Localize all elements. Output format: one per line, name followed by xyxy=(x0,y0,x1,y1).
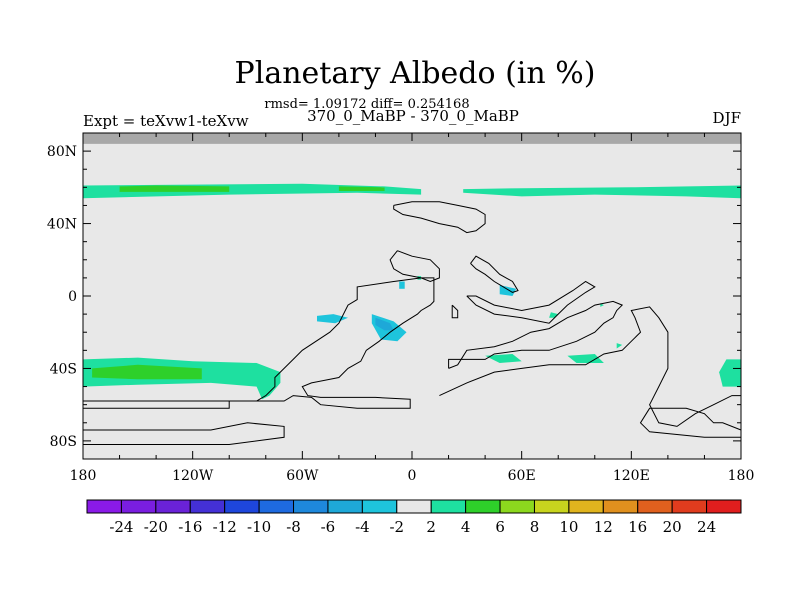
contour-region-10 xyxy=(616,343,623,349)
colorbar-box xyxy=(258,499,295,514)
colorbar-label: -20 xyxy=(144,518,168,536)
colorbar-box xyxy=(465,499,501,514)
season-label: DJF xyxy=(713,109,741,127)
y-axis: 80N 40N 0 40S 80S xyxy=(47,144,741,450)
colorbar: -24 -20 -16 -12 -10 -8 -6 -4 -2 2 4 6 8 10 12 16 20 24 xyxy=(86,499,742,536)
colorbar-box xyxy=(361,499,398,514)
colorbar-box xyxy=(189,499,226,514)
colorbar-label: -4 xyxy=(355,518,370,536)
colorbar-box xyxy=(637,499,673,514)
x-tick-label: 180 xyxy=(728,468,755,484)
colorbar-box xyxy=(533,499,570,514)
colorbar-box xyxy=(155,499,191,514)
colorbar-box xyxy=(86,499,122,514)
experiment-label: Expt = teXvw1-teXvw xyxy=(83,112,249,130)
colorbar-box xyxy=(706,499,742,514)
x-axis: 180 120W 60W 0 60E 120E 180 xyxy=(70,133,755,484)
x-tick-label: 60E xyxy=(508,468,536,484)
colorbar-box xyxy=(602,499,639,514)
coastline-5 xyxy=(448,300,624,369)
colorbar-label: 6 xyxy=(495,518,505,536)
x-tick-label: 120E xyxy=(613,468,650,484)
y-tick-label: 40S xyxy=(50,361,77,377)
colorbar-label: -10 xyxy=(247,518,271,536)
colorbar-label: -2 xyxy=(389,518,404,536)
colorbar-box xyxy=(568,499,604,514)
colorbar-label: 24 xyxy=(697,518,716,536)
colorbar-box xyxy=(224,499,260,514)
colorbar-label: -8 xyxy=(286,518,301,536)
contour-region-5 xyxy=(92,364,202,380)
colorbar-box xyxy=(430,499,467,514)
x-tick-label: 0 xyxy=(408,468,417,484)
contour-region-2 xyxy=(119,185,230,192)
colorbar-label: -24 xyxy=(109,518,133,536)
x-tick-label: 60W xyxy=(286,468,319,484)
coastline-6 xyxy=(466,280,596,324)
colorbar-label: 4 xyxy=(461,518,471,536)
colorbar-box xyxy=(671,499,708,514)
contour-region-1 xyxy=(463,185,741,199)
y-tick-label: 80N xyxy=(47,144,77,160)
coastline-4 xyxy=(439,306,741,427)
map-background xyxy=(83,133,741,459)
coastline-9 xyxy=(389,250,440,283)
contour-region-8 xyxy=(567,354,604,363)
y-tick-label: 80S xyxy=(50,434,77,450)
colorbar-label: 2 xyxy=(426,518,436,536)
x-tick-label: 180 xyxy=(70,468,97,484)
colorbar-box xyxy=(327,499,363,514)
chart-title: Planetary Albedo (in %) xyxy=(235,56,596,91)
colorbar-label: -6 xyxy=(321,518,336,536)
contour-region-17 xyxy=(499,285,517,296)
coastline-7 xyxy=(470,255,519,293)
y-tick-label: 40N xyxy=(47,217,77,233)
contour-region-15 xyxy=(375,317,394,331)
colorbar-box xyxy=(293,499,329,514)
colorbar-box xyxy=(396,499,432,514)
colorbar-label: 10 xyxy=(559,518,578,536)
coastline-10 xyxy=(451,304,459,319)
colorbar-label: 20 xyxy=(663,518,682,536)
contour-region-6 xyxy=(719,359,741,387)
contour-region-3 xyxy=(338,186,385,191)
map-panel: 180 120W 60W 0 60E 120E 180 80N 40N 0 40S 80S xyxy=(47,132,755,484)
colorbar-label: 12 xyxy=(594,518,613,536)
colorbar-label: 16 xyxy=(628,518,647,536)
colorbar-label: 8 xyxy=(530,518,540,536)
x-tick-label: 120W xyxy=(172,468,214,484)
coastline-0 xyxy=(83,277,435,409)
colorbar-box xyxy=(499,499,535,514)
contour-region-7 xyxy=(485,354,522,363)
colorbar-box xyxy=(120,499,157,514)
period-label: 370_0_MaBP - 370_0_MaBP xyxy=(307,107,519,125)
colorbar-label: -12 xyxy=(213,518,237,536)
contour-region-16 xyxy=(399,281,405,289)
colorbar-label: -16 xyxy=(178,518,202,536)
stats-label: rmsd= 1.09172 diff= 0.254168 xyxy=(264,97,469,112)
coastline-3 xyxy=(639,407,742,438)
coastline-8 xyxy=(393,201,486,234)
coastline-1 xyxy=(83,422,285,445)
y-tick-label: 0 xyxy=(68,289,77,305)
